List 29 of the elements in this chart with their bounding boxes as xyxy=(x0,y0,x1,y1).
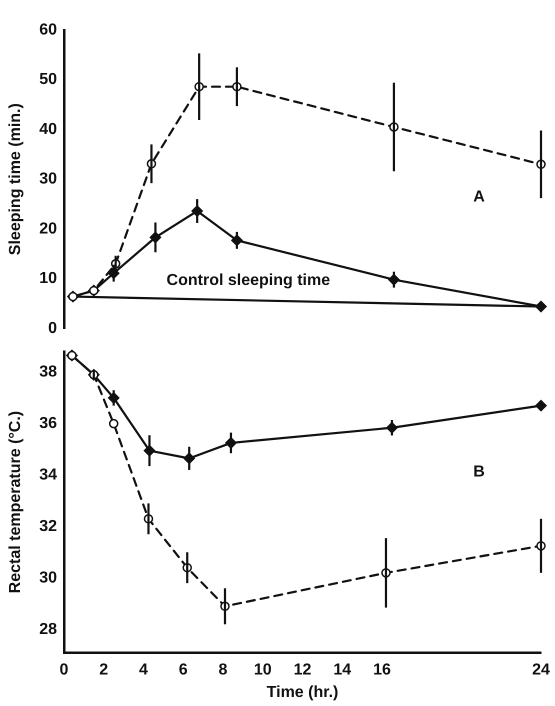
y-axis-title: Rectal temperature (°C.) xyxy=(7,410,24,594)
y-tick-label: 20 xyxy=(39,220,58,238)
y-tick-label: 30 xyxy=(39,170,58,188)
y-tick-label: 50 xyxy=(39,71,58,88)
x-tick-label: 24 xyxy=(532,662,550,679)
y-tick-label: 36 xyxy=(39,415,58,432)
x-tick-label: 6 xyxy=(178,662,188,679)
y-tick-label: 40 xyxy=(39,120,58,138)
series-label: Control sleeping time xyxy=(166,272,330,289)
annotation: A xyxy=(473,188,486,206)
y-tick-label: 38 xyxy=(39,364,58,381)
y-tick-label: 32 xyxy=(39,518,58,535)
y-axis-title: Sleeping time (min.) xyxy=(7,103,24,256)
annotation: B xyxy=(473,463,485,480)
x-axis-title: Time (hr.) xyxy=(266,684,338,701)
x-tick-label: 10 xyxy=(254,662,272,679)
y-tick-label: 28 xyxy=(39,620,58,638)
x-tick-label: 2 xyxy=(99,662,108,679)
x-tick-label: 14 xyxy=(333,662,352,679)
y-tick-label: 60 xyxy=(39,21,58,38)
x-tick-label: 0 xyxy=(60,662,69,679)
x-tick-label: 16 xyxy=(373,662,391,679)
x-tick-label: 4 xyxy=(139,662,148,679)
y-tick-label: 34 xyxy=(39,466,58,484)
y-tick-label: 10 xyxy=(39,270,58,288)
y-tick-label: 0 xyxy=(48,320,58,337)
x-tick-label: 8 xyxy=(218,662,228,679)
y-tick-label: 30 xyxy=(39,569,58,586)
x-tick-label: 12 xyxy=(294,662,312,679)
